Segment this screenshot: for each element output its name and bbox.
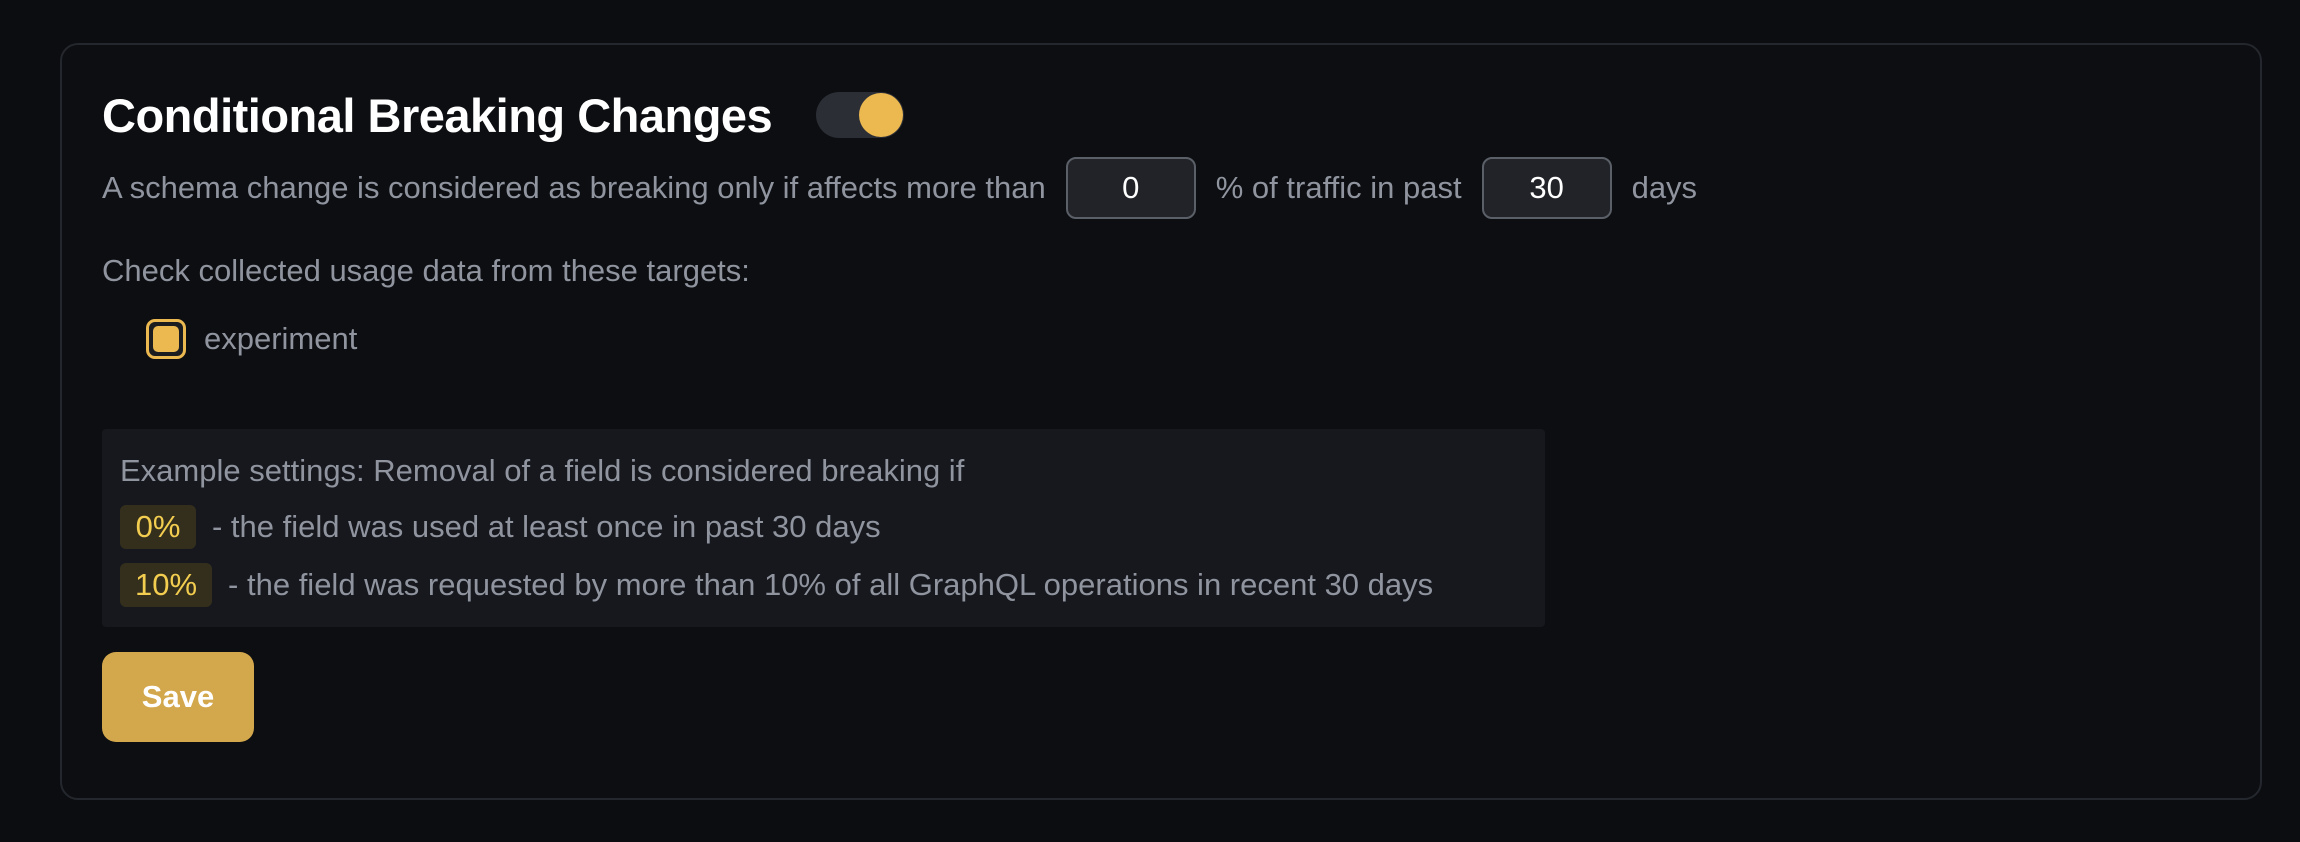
threshold-sentence: A schema change is considered as breakin… [102,157,2220,219]
example-row-text: - the field was used at least once in pa… [212,509,881,544]
card-header: Conditional Breaking Changes [102,85,2220,145]
threshold-middle-text: % of traffic in past [1215,170,1462,205]
example-settings-box: Example settings: Removal of a field is … [102,429,1545,627]
threshold-prefix-text: A schema change is considered as breakin… [102,170,1046,205]
percentage-badge: 0% [120,505,196,549]
example-row: 0% - the field was used at least once in… [120,505,1521,549]
targets-label: Check collected usage data from these ta… [102,253,750,288]
save-button[interactable]: Save [102,652,254,742]
experiment-checkbox[interactable] [146,319,186,359]
percentage-input[interactable] [1065,157,1196,219]
days-input[interactable] [1481,157,1612,219]
checkbox-checked-icon [153,326,179,352]
toggle-knob-icon [859,93,904,137]
page-title: Conditional Breaking Changes [102,88,773,142]
threshold-suffix-text: days [1631,170,1698,205]
example-intro-text: Example settings: Removal of a field is … [120,453,965,488]
target-name-label: experiment [204,321,358,356]
example-row: 10% - the field was requested by more th… [120,563,1521,607]
target-row-experiment: experiment [146,319,2220,359]
conditional-breaking-changes-toggle[interactable] [816,92,905,138]
example-row-text: - the field was requested by more than 1… [228,567,1434,602]
conditional-breaking-changes-card: Conditional Breaking Changes A schema ch… [60,43,2262,800]
percentage-badge: 10% [120,563,213,607]
